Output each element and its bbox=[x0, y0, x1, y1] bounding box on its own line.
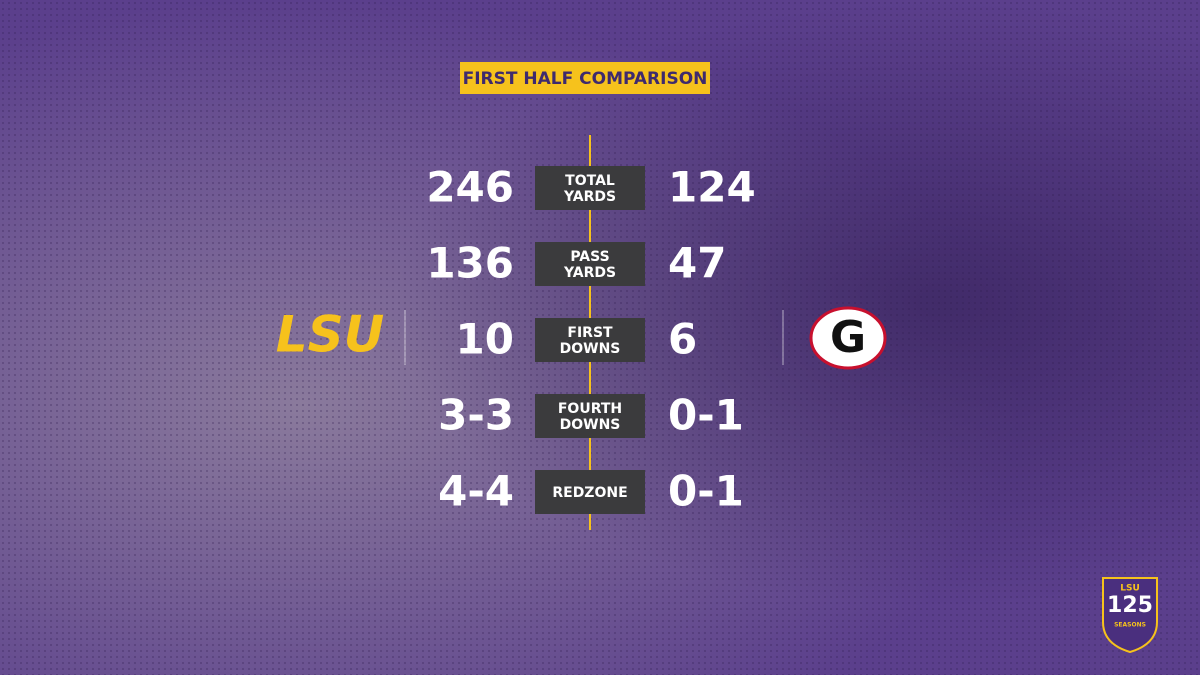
uga-value: 124 bbox=[668, 163, 756, 212]
title-box bbox=[460, 62, 710, 94]
stat-label: FIRST bbox=[567, 325, 613, 341]
stat-label: TOTAL bbox=[565, 173, 615, 189]
stat-label: REDZONE bbox=[552, 485, 627, 501]
stat-label-box bbox=[535, 470, 645, 514]
uga-value: 0-1 bbox=[668, 391, 744, 440]
lsu-value: 136 bbox=[426, 239, 514, 288]
lsu-value: 10 bbox=[456, 315, 514, 364]
uga-value: 47 bbox=[668, 239, 726, 288]
uga-value: 6 bbox=[668, 315, 697, 364]
stat-label-box bbox=[535, 394, 645, 438]
uga-logo-letter: G bbox=[830, 312, 866, 363]
lsu-value: 4-4 bbox=[438, 467, 514, 516]
uga-value: 0-1 bbox=[668, 467, 744, 516]
stat-label: DOWNS bbox=[560, 417, 621, 433]
lsu-value: 3-3 bbox=[438, 391, 514, 440]
badge-shield bbox=[1102, 577, 1158, 654]
stat-label: PASS bbox=[570, 249, 609, 265]
badge-number: 125 bbox=[1107, 593, 1153, 618]
badge-top: LSU bbox=[1120, 584, 1140, 594]
badge: LSU 125 SEASONS bbox=[1102, 577, 1158, 654]
stat-label-box bbox=[535, 318, 645, 362]
stat-label: DOWNS bbox=[560, 341, 621, 357]
lsu-value: 246 bbox=[426, 163, 514, 212]
stat-label: YARDS bbox=[563, 189, 616, 205]
badge-bottom: SEASONS bbox=[1114, 622, 1146, 629]
title: FIRST HALF COMPARISON bbox=[463, 69, 708, 89]
lsu-logo: LSU bbox=[276, 306, 384, 364]
stat-label: FOURTH bbox=[558, 401, 622, 417]
stat-label: YARDS bbox=[563, 265, 616, 281]
stat-label-box bbox=[535, 166, 645, 210]
stat-label-box bbox=[535, 242, 645, 286]
uga-logo bbox=[809, 306, 887, 370]
